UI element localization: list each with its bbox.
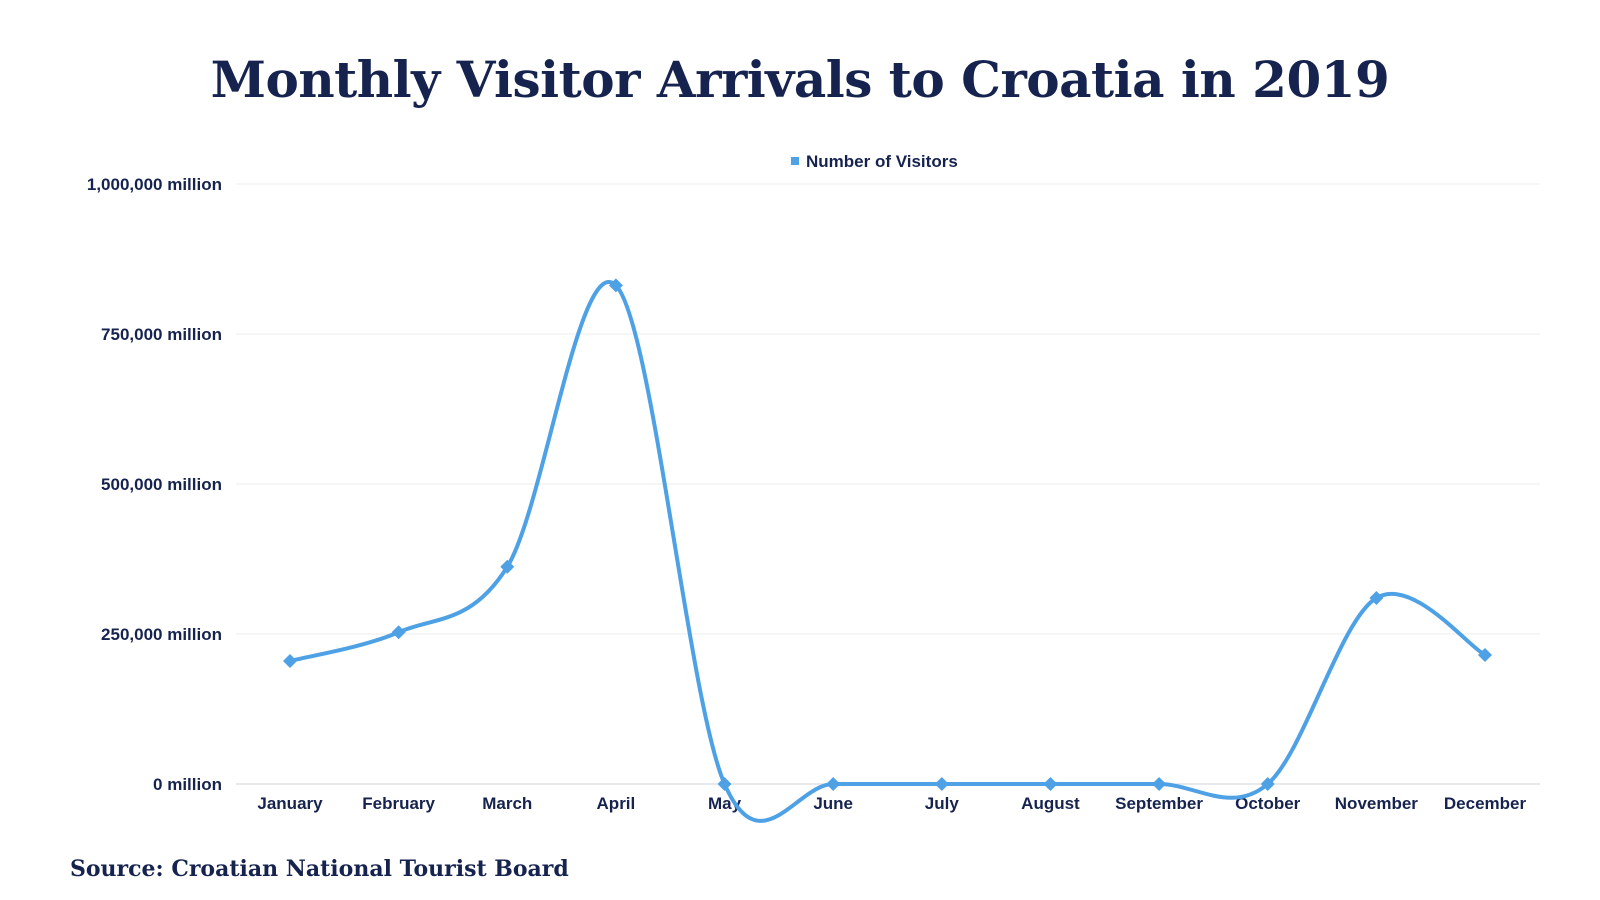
data-point-october [1260,777,1275,791]
legend[interactable]: Number of Visitors [791,152,958,171]
y-tick-label: 0 million [153,775,222,794]
chart-title: Monthly Visitor Arrivals to Croatia in 2… [210,50,1390,109]
x-tick-label: September [1115,794,1203,813]
legend-label: Number of Visitors [806,152,958,171]
series-layer [283,278,1492,823]
data-point-december [1478,648,1492,662]
y-tick-label: 500,000 million [101,475,222,494]
data-point-april [608,278,623,293]
data-point-september [1152,777,1167,791]
x-tick-label: August [1021,794,1080,813]
x-tick-label: March [482,794,532,813]
y-tick-label: 250,000 million [101,625,222,644]
data-point-june [826,777,841,791]
x-tick-label: February [362,794,435,813]
y-tick-label: 1,000,000 million [87,175,222,194]
data-point-august [1043,777,1058,791]
data-point-january [283,654,297,668]
x-tick-label: October [1235,794,1301,813]
grid-lines [236,183,1540,785]
series-line [288,280,1487,823]
y-tick-label: 750,000 million [101,325,222,344]
x-tick-label: April [597,794,636,813]
y-axis-ticks: 0 million 250,000 million 500,000 million 7… [87,175,222,794]
data-point-may [717,777,732,791]
data-point-july [934,777,949,791]
data-point-february [391,625,406,640]
x-tick-label: November [1335,794,1419,813]
source-note: Source: Croatian National Tourist Board [70,856,569,882]
x-tick-label: June [813,794,853,813]
legend-swatch [791,157,799,165]
x-axis-ticks: January February March April May June July Augu… [257,794,1526,813]
data-point-november [1369,591,1384,605]
data-point-march [500,559,515,574]
x-tick-label: July [925,794,960,813]
x-tick-label: December [1444,794,1527,813]
x-tick-label: January [257,794,323,813]
